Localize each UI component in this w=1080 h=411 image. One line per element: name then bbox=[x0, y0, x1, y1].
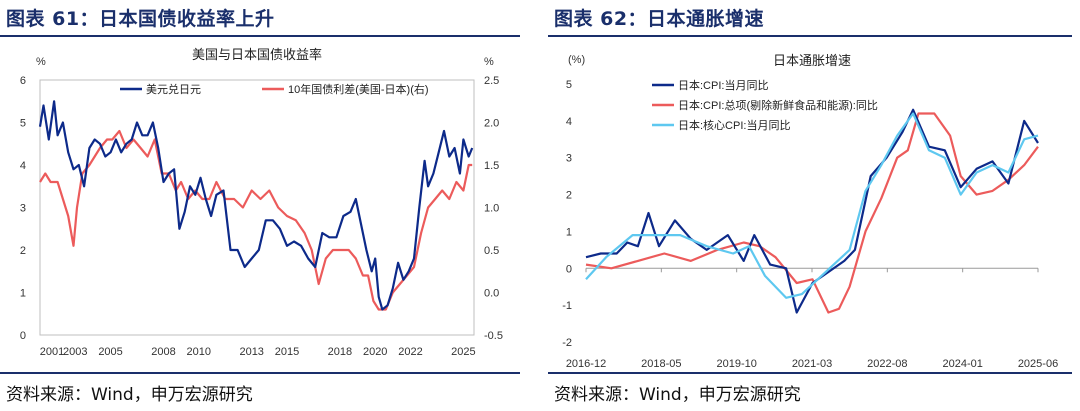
series-line-2 bbox=[39, 129, 473, 311]
series-line-1 bbox=[38, 100, 474, 311]
figure-62-panel: 图表 62：日本通胀增速 日本通胀增速 (%) -2 -1 0 1 2 3 4 5 2016-12 2… bbox=[548, 0, 1080, 411]
japan-inflation-chart: 日本通胀增速 (%) -2 -1 0 1 2 3 4 5 2016-12 2018-05 2019-10… bbox=[562, 53, 1058, 370]
y-axis-unit: (%) bbox=[568, 54, 585, 66]
y-tick-right: -0.5 bbox=[484, 330, 503, 342]
y-tick-right: 1.0 bbox=[484, 203, 499, 215]
x-tick-label: 2020 bbox=[363, 346, 387, 358]
series-line-1 bbox=[585, 108, 1039, 314]
right-axis-unit: % bbox=[484, 56, 494, 68]
x-tick-label: 2025 bbox=[451, 346, 475, 358]
series-line-2 bbox=[585, 112, 1039, 314]
y-tick-right: 0.0 bbox=[484, 288, 499, 300]
x-tick-label: 2003 bbox=[63, 346, 87, 358]
figure-61-source: 资料来源：Wind，申万宏源研究 bbox=[6, 385, 253, 405]
x-tick-label: 2010 bbox=[187, 346, 211, 358]
x-tick-label: 2024-01 bbox=[942, 358, 982, 370]
x-tick-label: 2019-10 bbox=[716, 358, 756, 370]
x-tick-label: 2013 bbox=[239, 346, 263, 358]
y-tick-label: 1 bbox=[566, 226, 572, 238]
figure-61-title: 图表 61：日本国债收益率上升 bbox=[6, 8, 275, 30]
y-tick-label: 2 bbox=[566, 190, 572, 202]
y-tick-right: 1.5 bbox=[484, 160, 499, 172]
legend-item-3: 日本:核心CPI:当月同比 bbox=[678, 118, 790, 132]
y-tick-left: 0 bbox=[20, 330, 26, 342]
x-tick-label: 2022 bbox=[398, 346, 422, 358]
y-tick-left: 1 bbox=[20, 288, 26, 300]
y-tick-left: 4 bbox=[20, 160, 26, 172]
chart-title: 美国与日本国债收益率 bbox=[192, 47, 322, 62]
y-tick-left: 5 bbox=[20, 118, 26, 130]
y-tick-left: 6 bbox=[20, 75, 26, 87]
series-line-3 bbox=[585, 112, 1039, 299]
x-tick-label: 2022-08 bbox=[867, 358, 907, 370]
chart-title: 日本通胀增速 bbox=[773, 53, 851, 68]
figure-62-source: 资料来源：Wind，申万宏源研究 bbox=[554, 385, 801, 405]
figure-61-bottom-rule bbox=[0, 372, 520, 374]
legend-item-2: 10年国债利差(美国-日本)(右) bbox=[288, 82, 429, 96]
figure-61-top-rule bbox=[0, 35, 520, 37]
y-tick-left: 3 bbox=[20, 203, 26, 215]
figure-62-bottom-rule bbox=[548, 372, 1072, 374]
y-tick-left: 2 bbox=[20, 245, 26, 257]
x-tick-label: 2016-12 bbox=[566, 358, 606, 370]
left-axis-unit: % bbox=[36, 56, 46, 68]
y-tick-right: 0.5 bbox=[484, 245, 499, 257]
y-tick-label: 3 bbox=[566, 153, 572, 165]
y-tick-label: 4 bbox=[566, 116, 572, 128]
x-tick-label: 2021-03 bbox=[792, 358, 832, 370]
us-japan-bond-chart: 美国与日本国债收益率% % 0 1 2 3 4 5 6 -0.5 0.0 0.5 1.0 1.5 2.0 2.… bbox=[20, 47, 503, 358]
y-tick-label: -2 bbox=[562, 337, 572, 349]
x-tick-label: 2018 bbox=[328, 346, 352, 358]
legend-item-1: 日本:CPI:当月同比 bbox=[678, 78, 768, 92]
figure-62-top-rule bbox=[548, 35, 1072, 37]
y-tick-right: 2.5 bbox=[484, 75, 499, 87]
y-tick-label: 5 bbox=[566, 79, 572, 91]
y-tick-right: 2.0 bbox=[484, 118, 499, 130]
legend-item-2: 日本:CPI:总项(剔除新鲜食品和能源):同比 bbox=[678, 98, 878, 112]
x-tick-label: 2008 bbox=[151, 346, 175, 358]
x-tick-label: 2001 bbox=[40, 346, 64, 358]
y-tick-label: 0 bbox=[566, 263, 572, 275]
x-tick-label: 2018-05 bbox=[641, 358, 681, 370]
figure-62-title: 图表 62：日本通胀增速 bbox=[554, 8, 765, 30]
y-tick-label: -1 bbox=[562, 300, 572, 312]
figure-61-panel: 图表 61：日本国债收益率上升 美国与日本国债收益率%% 0 1 2 3 4 5 6 -0.5 0… bbox=[0, 0, 528, 411]
legend-item-1: 美元兑日元 bbox=[146, 82, 201, 96]
x-tick-label: 2005 bbox=[98, 346, 122, 358]
x-tick-label: 2015 bbox=[275, 346, 299, 358]
plot-frame bbox=[39, 79, 475, 336]
x-tick-label: 2025-06 bbox=[1018, 358, 1058, 370]
